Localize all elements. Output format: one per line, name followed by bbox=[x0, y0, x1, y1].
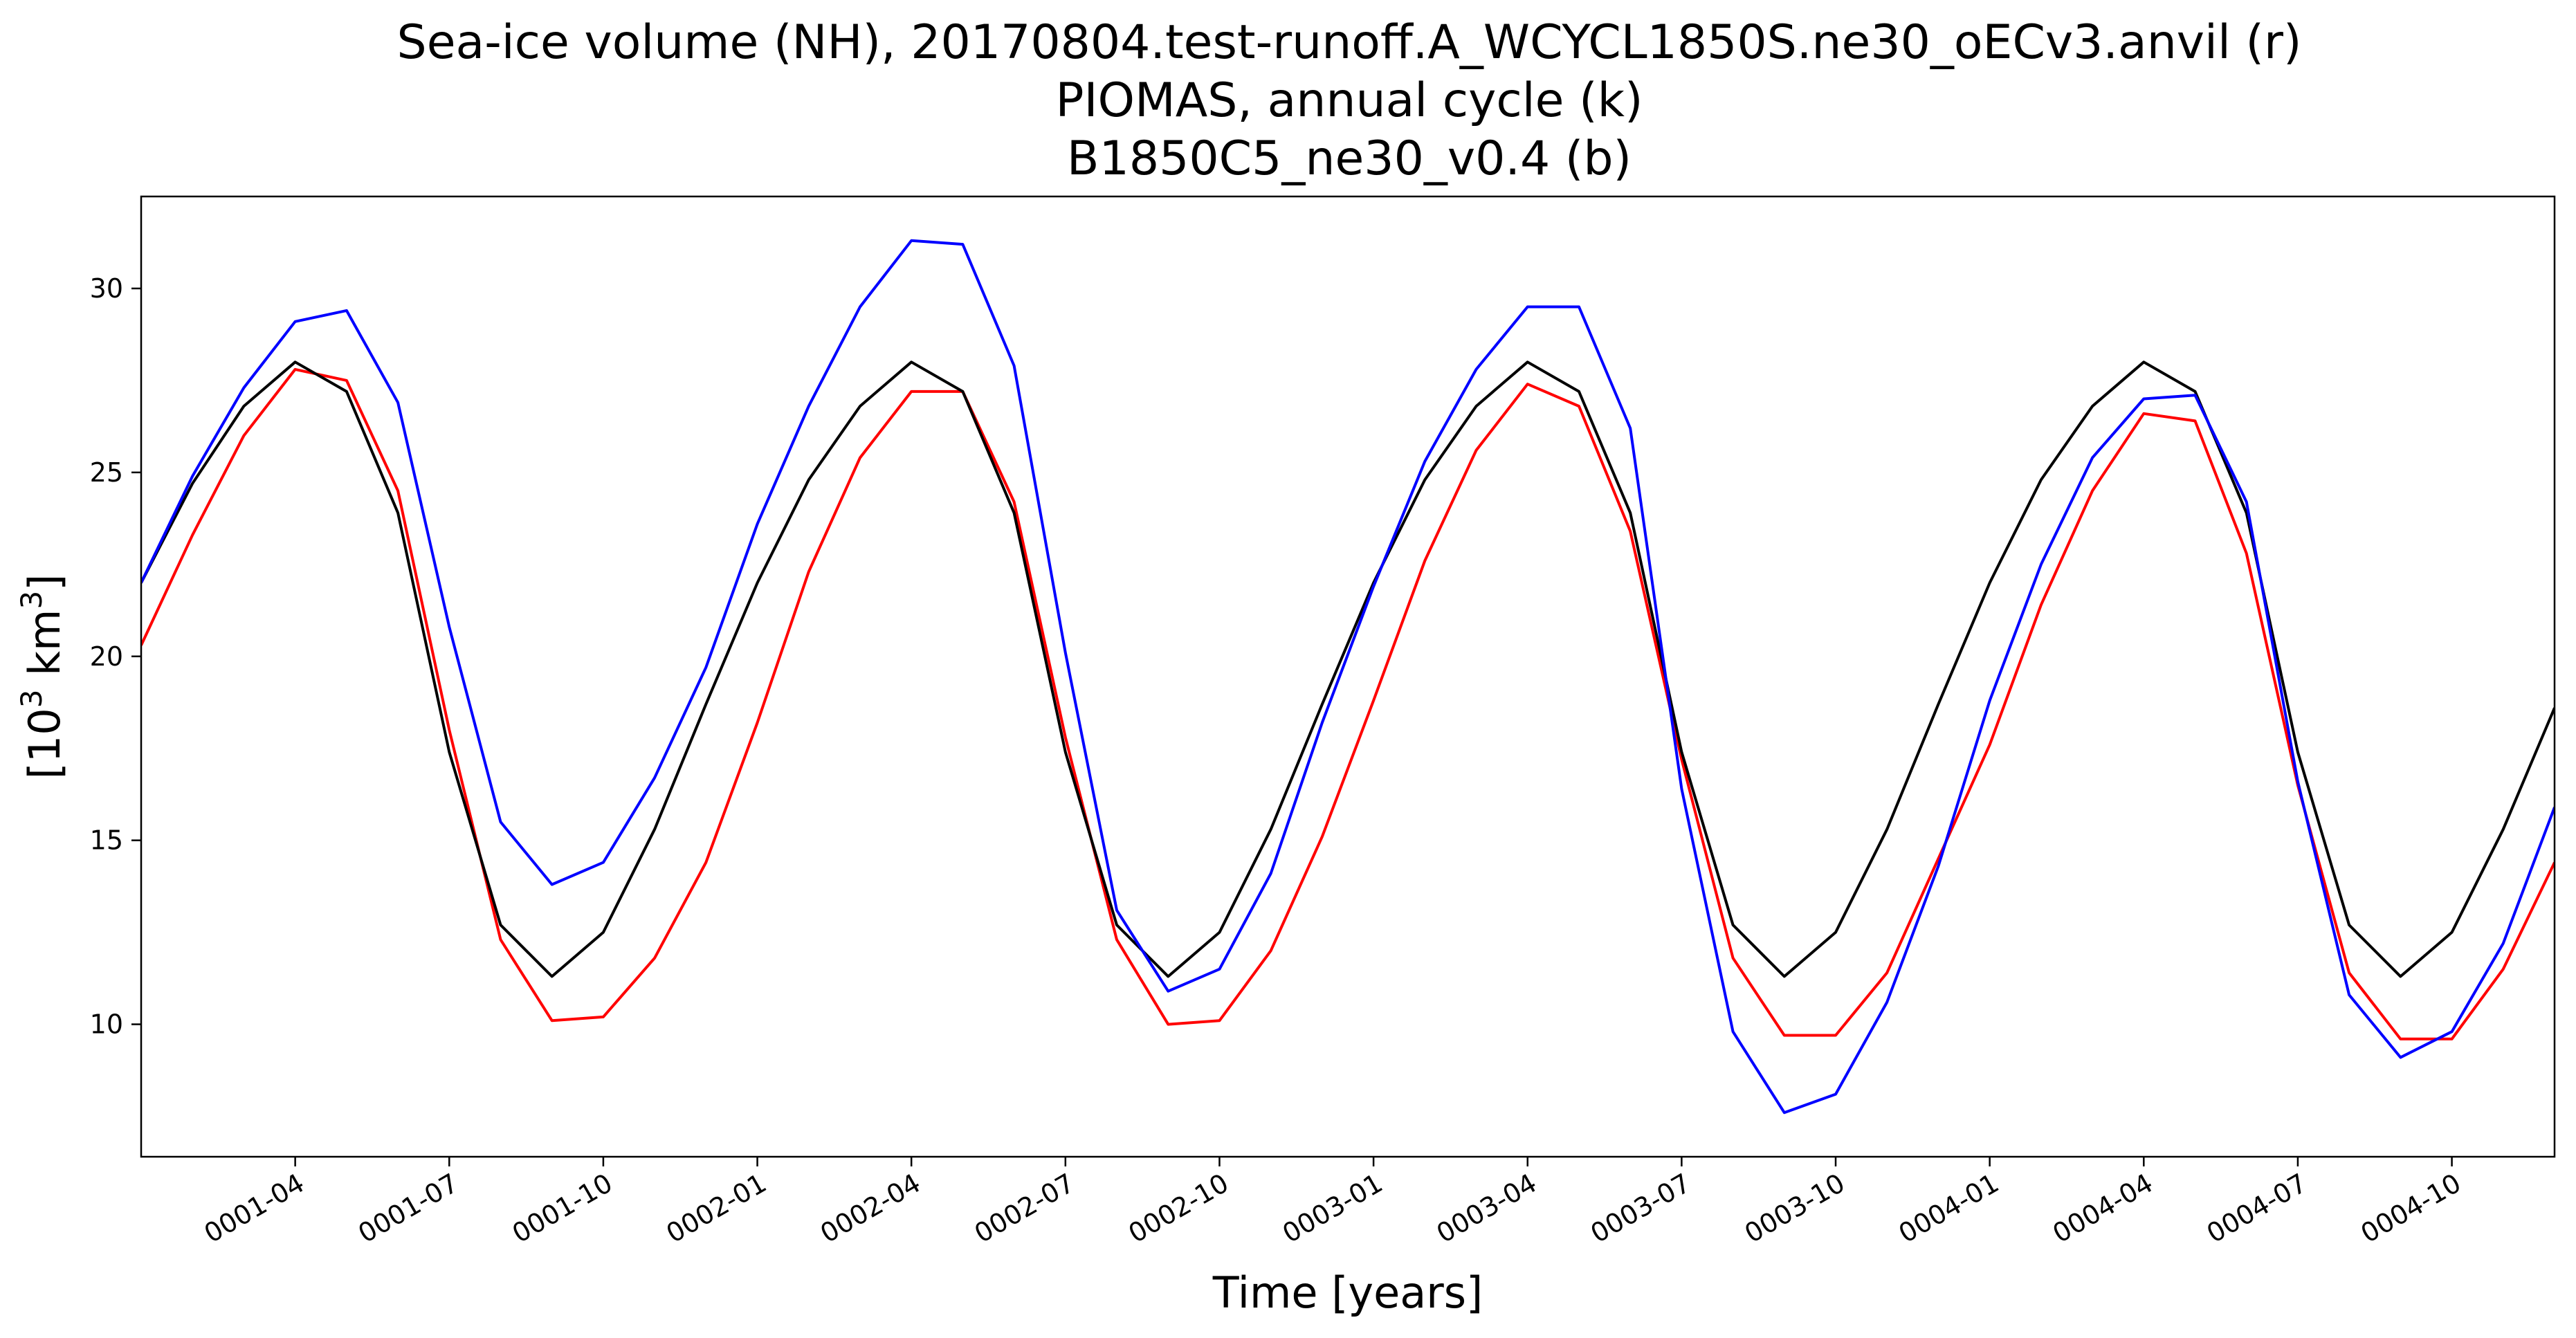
y-label-sup2: 3 bbox=[15, 591, 48, 610]
series-line-2 bbox=[141, 239, 2555, 1115]
series-line-0 bbox=[141, 367, 2555, 1041]
y-axis-label: [103 km3] bbox=[15, 574, 70, 780]
chart-title-line-1: Sea-ice volume (NH), 20170804.test-runof… bbox=[397, 15, 2302, 70]
y-tick-label: 20 bbox=[90, 641, 123, 672]
chart-title-line-3: B1850C5_ne30_v0.4 (b) bbox=[1067, 131, 1632, 186]
y-label-end: ] bbox=[19, 574, 70, 591]
chart-title-line-2: PIOMAS, annual cycle (k) bbox=[1055, 73, 1643, 128]
series-group bbox=[141, 239, 2555, 1115]
y-axis: 10 15 20 25 30 bbox=[90, 273, 141, 1040]
plot-frame bbox=[140, 195, 2556, 1158]
y-label-base: [10 bbox=[19, 708, 70, 779]
y-tick-label: 30 bbox=[90, 273, 123, 304]
y-tick-label: 15 bbox=[90, 825, 123, 856]
y-label-mid: km bbox=[19, 610, 70, 690]
series-line-1 bbox=[141, 360, 2555, 978]
svg-text:[103 km3]: [103 km3] bbox=[15, 574, 70, 780]
y-tick-label: 10 bbox=[90, 1009, 123, 1040]
y-tick-label: 25 bbox=[90, 457, 123, 488]
y-label-sup1: 3 bbox=[15, 690, 48, 708]
x-axis-label: Time [years] bbox=[1212, 1267, 1483, 1318]
